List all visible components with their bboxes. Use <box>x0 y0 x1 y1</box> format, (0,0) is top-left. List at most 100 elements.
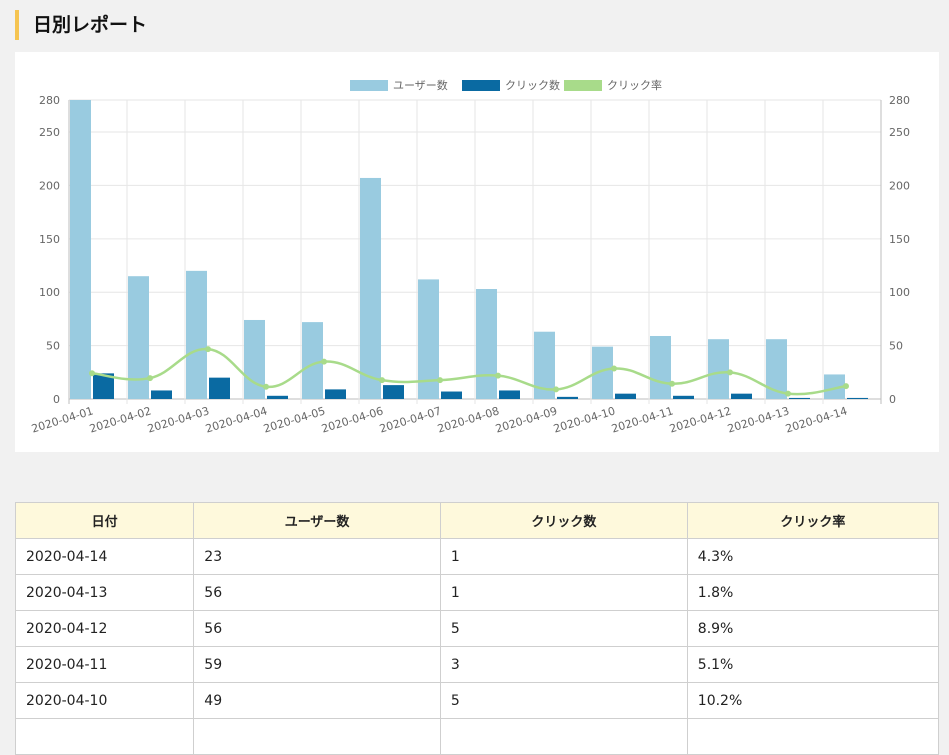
bar-users <box>70 100 91 399</box>
table-cell: 1 <box>439 574 688 611</box>
table-cell: 59 <box>193 646 441 683</box>
point-click-rate <box>727 369 733 376</box>
table-row <box>14 718 940 755</box>
y-tick-label: 150 <box>39 233 60 246</box>
table-cell: 2020-04-10 <box>14 682 195 719</box>
point-click-rate <box>321 358 327 365</box>
x-tick-label: 2020-04-13 <box>726 404 791 435</box>
grid-layer <box>68 99 882 404</box>
line-click-rate <box>91 347 847 396</box>
table-cell: 2020-04-14 <box>14 538 195 575</box>
bar-clicks <box>267 395 288 399</box>
bar-users <box>650 335 671 399</box>
legend-label: ユーザー数 <box>393 79 448 92</box>
x-tick-label: 2020-04-11 <box>610 404 675 435</box>
table-body: 2020-04-14 23 1 4.3% 2020-04-13 56 1 1.8% 2020-0… <box>14 538 940 755</box>
table-row: 2020-04-10 49 5 10.2% <box>14 682 940 719</box>
bar-users <box>302 322 323 399</box>
y-tick-label: 200 <box>39 179 60 192</box>
x-tick-label: 2020-04-12 <box>668 404 733 435</box>
point-click-rate <box>147 375 153 382</box>
y2-tick-label: 0 <box>889 393 896 406</box>
table-cell: 2020-04-13 <box>14 574 195 611</box>
table-cell: 1.8% <box>686 574 940 611</box>
y2-tick-label: 150 <box>889 233 910 246</box>
point-click-rate <box>553 386 559 393</box>
point-click-rate <box>495 372 501 379</box>
table-header-cell: 日付 <box>14 502 195 539</box>
point-click-rate <box>669 380 675 387</box>
table-header-cell: クリック数 <box>439 502 688 539</box>
x-tick-label: 2020-04-04 <box>204 404 269 435</box>
table-cell: 10.2% <box>686 682 940 719</box>
bar-clicks <box>789 397 810 399</box>
table-cell: 1 <box>439 538 688 575</box>
y2-tick-label: 250 <box>889 126 910 139</box>
table-cell: 3 <box>439 646 688 683</box>
table-cell <box>439 718 688 755</box>
table-cell: 5 <box>439 682 688 719</box>
legend-swatch <box>564 80 602 91</box>
y-tick-label: 250 <box>39 126 60 139</box>
bar-users <box>592 346 613 399</box>
bar-clicks <box>557 396 578 399</box>
y-tick-label: 0 <box>53 393 60 406</box>
table-row: 2020-04-14 23 1 4.3% <box>14 538 940 575</box>
table-cell: 2020-04-11 <box>14 646 195 683</box>
table-row: 2020-04-12 56 5 8.9% <box>14 610 940 647</box>
bar-clicks <box>209 377 230 399</box>
legend-label: クリック数 <box>505 79 560 92</box>
y2-tick-label: 50 <box>889 340 903 353</box>
y-tick-label: 100 <box>39 286 60 299</box>
table-cell <box>193 718 441 755</box>
table-cell: 23 <box>193 538 441 575</box>
x-tick-label: 2020-04-07 <box>378 404 443 435</box>
bar-users <box>418 279 439 399</box>
y-tick-label: 280 <box>39 94 60 107</box>
point-click-rate <box>843 383 849 390</box>
page-title: 日別レポート <box>15 10 147 40</box>
table-cell: 4.3% <box>686 538 940 575</box>
bar-users <box>360 177 381 399</box>
point-click-rate <box>379 377 385 384</box>
table-row: 2020-04-11 59 3 5.1% <box>14 646 940 683</box>
x-tick-label: 2020-04-03 <box>146 404 211 435</box>
point-click-rate <box>437 377 443 384</box>
legend-layer: ユーザー数 クリック数 クリック率 <box>350 78 662 92</box>
x-tick-label: 2020-04-14 <box>784 404 849 435</box>
x-tick-label: 2020-04-05 <box>262 404 327 435</box>
legend-label: クリック率 <box>607 78 662 92</box>
chart-card: 0 50 100 150 200 250 280 0 50 100 150 200 250 280 2020… <box>15 52 939 452</box>
table-header-cell: ユーザー数 <box>193 502 441 539</box>
bar-clicks <box>673 395 694 399</box>
daily-report-chart: 0 50 100 150 200 250 280 0 50 100 150 200 250 280 2020… <box>30 78 910 436</box>
bar-users <box>128 276 149 399</box>
bar-users <box>534 331 555 399</box>
table-header-row: 日付 ユーザー数 クリック数 クリック率 <box>14 502 940 539</box>
legend-swatch <box>350 80 388 91</box>
table-header-cell: クリック率 <box>686 502 940 539</box>
report-table: 日付 ユーザー数 クリック数 クリック率 2020-04-14 23 1 4.3% 2020-… <box>14 502 940 755</box>
x-tick-label: 2020-04-01 <box>30 404 95 435</box>
point-click-rate <box>611 365 617 372</box>
bar-clicks <box>325 389 346 399</box>
y-tick-label: 50 <box>46 340 60 353</box>
x-tick-label: 2020-04-06 <box>320 404 385 435</box>
line-layer <box>89 346 849 397</box>
y2-tick-label: 200 <box>889 179 910 192</box>
bar-clicks <box>93 373 114 399</box>
table-row: 2020-04-13 56 1 1.8% <box>14 574 940 611</box>
table-cell: 5 <box>439 610 688 647</box>
y2-tick-label: 100 <box>889 286 910 299</box>
bar-users <box>708 339 729 399</box>
bar-layer <box>70 100 868 399</box>
bar-users <box>824 374 845 399</box>
table-cell <box>686 718 940 755</box>
table-cell: 8.9% <box>686 610 940 647</box>
point-click-rate <box>205 346 211 353</box>
table-cell: 49 <box>193 682 441 719</box>
bar-users <box>476 289 497 399</box>
y2-tick-label: 280 <box>889 94 910 107</box>
bar-clicks <box>615 393 636 399</box>
table-cell: 56 <box>193 610 441 647</box>
